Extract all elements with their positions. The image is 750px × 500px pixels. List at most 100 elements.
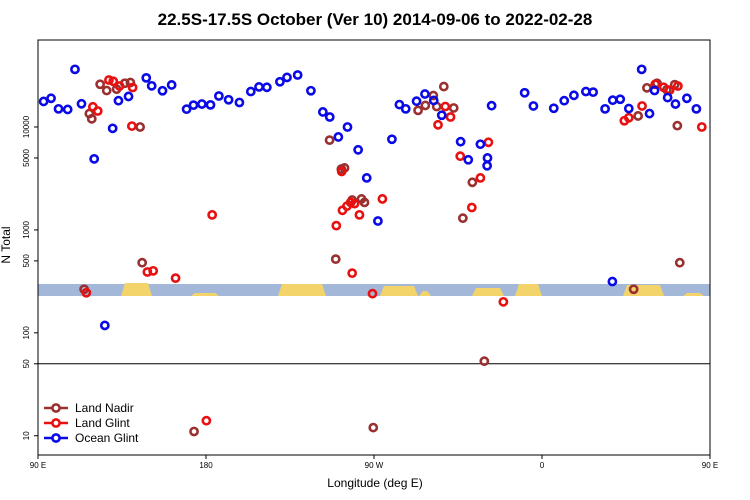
data-point xyxy=(600,103,610,114)
data-point xyxy=(528,101,539,111)
map-land xyxy=(419,291,431,296)
data-point xyxy=(559,95,570,106)
x-tick-label: 0 xyxy=(540,461,545,470)
data-point xyxy=(107,123,118,134)
y-tick-label: 100 xyxy=(22,326,31,340)
data-point xyxy=(373,216,383,226)
data-point xyxy=(275,76,285,87)
x-tick-label: 90 E xyxy=(702,461,718,470)
data-point xyxy=(141,72,152,83)
series-ocean-glint xyxy=(38,64,702,331)
data-point xyxy=(324,112,335,122)
y-tick-label: 500 xyxy=(22,254,31,268)
data-point xyxy=(62,104,73,115)
y-tick-label: 1000 xyxy=(22,220,31,238)
data-point xyxy=(400,103,411,114)
data-point xyxy=(188,100,199,111)
data-point xyxy=(207,209,218,220)
data-point xyxy=(361,173,372,183)
data-point xyxy=(588,87,599,98)
data-point xyxy=(127,82,138,93)
legend-label: Ocean Glint xyxy=(75,431,139,445)
x-tick-label: 90 W xyxy=(365,461,384,470)
data-point xyxy=(213,91,224,101)
data-point xyxy=(86,113,97,124)
data-point xyxy=(245,86,256,97)
data-point xyxy=(223,94,234,105)
legend-label: Land Glint xyxy=(75,416,130,430)
data-point xyxy=(672,81,683,91)
data-point xyxy=(482,153,493,163)
data-point xyxy=(448,103,459,113)
data-point xyxy=(113,95,124,106)
data-point xyxy=(46,93,56,104)
data-point xyxy=(433,119,443,130)
data-point xyxy=(181,104,192,115)
map-land xyxy=(515,284,542,296)
data-point xyxy=(157,85,168,96)
data-point xyxy=(331,220,342,231)
data-point xyxy=(205,99,216,110)
data-point xyxy=(636,64,647,75)
data-point xyxy=(148,265,159,276)
data-point xyxy=(420,89,430,99)
data-point xyxy=(670,99,681,109)
series-land-glint xyxy=(81,75,707,426)
data-point xyxy=(440,101,451,112)
data-point xyxy=(438,81,449,92)
data-point xyxy=(445,112,456,122)
data-point xyxy=(377,194,388,204)
data-point xyxy=(347,268,358,279)
data-point xyxy=(387,134,397,145)
data-point xyxy=(394,99,405,110)
map-land xyxy=(121,283,152,296)
data-point xyxy=(623,103,634,114)
data-point xyxy=(317,107,328,117)
chart-title: 22.5S-17.5S October (Ver 10) 2014-09-06 … xyxy=(158,10,593,29)
data-point xyxy=(607,95,618,106)
y-tick-label: 10 xyxy=(22,431,31,440)
data-point xyxy=(455,151,466,162)
data-point xyxy=(642,82,652,93)
data-point xyxy=(333,132,344,142)
data-point xyxy=(436,110,447,121)
map-land xyxy=(683,293,704,296)
data-point xyxy=(482,160,493,171)
legend-marker xyxy=(51,433,61,443)
data-point xyxy=(569,90,579,101)
data-point xyxy=(306,85,316,96)
data-point xyxy=(38,96,49,107)
data-point xyxy=(170,273,181,284)
data-point xyxy=(53,103,64,114)
map-land xyxy=(191,293,219,296)
data-point xyxy=(359,197,370,208)
data-point xyxy=(413,105,423,116)
data-point xyxy=(330,254,341,265)
data-point xyxy=(628,284,639,295)
x-tick-label: 180 xyxy=(199,461,213,470)
x-tick-label: 90 E xyxy=(30,461,46,470)
data-point xyxy=(615,94,626,105)
data-point xyxy=(196,99,207,109)
legend-marker xyxy=(51,418,61,428)
y-axis-label: N Total xyxy=(0,226,13,263)
data-point xyxy=(674,257,685,268)
data-point xyxy=(696,122,707,132)
data-point xyxy=(345,197,356,208)
data-point xyxy=(89,153,100,164)
data-point xyxy=(108,76,119,87)
data-point xyxy=(548,103,559,114)
data-point xyxy=(123,91,134,102)
data-point xyxy=(633,111,644,121)
data-points xyxy=(38,64,707,437)
data-point xyxy=(354,209,365,220)
data-point xyxy=(672,120,683,131)
data-point xyxy=(637,101,647,111)
data-point xyxy=(135,122,146,132)
map-land xyxy=(278,284,326,296)
data-point xyxy=(282,72,292,83)
data-point xyxy=(114,81,125,91)
data-point xyxy=(101,85,112,96)
